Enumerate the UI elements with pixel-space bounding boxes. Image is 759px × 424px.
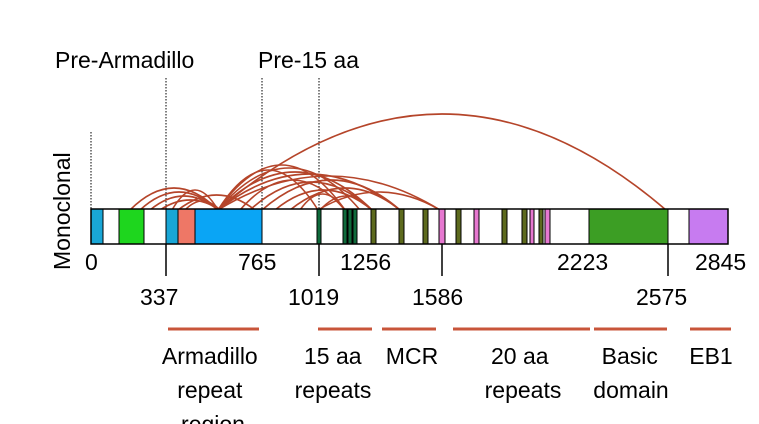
arc-8: [217, 164, 346, 211]
guide-lines: [90, 78, 320, 210]
arc-6: [184, 200, 221, 211]
arc-7: [217, 169, 319, 211]
domain-label-15aa: 15 aa repeats: [295, 343, 372, 403]
seg-pink-1: [438, 208, 446, 245]
seg-armadillo-blue: [194, 208, 263, 245]
seg-pink-3: [529, 208, 535, 245]
20aa-line-1: 20 aa: [491, 343, 549, 369]
seg-olive-1: [370, 208, 377, 245]
15aa-line-2: repeats: [295, 377, 372, 403]
arc-14: [261, 179, 401, 211]
pre-15aa-label: Pre-15 aa: [258, 47, 359, 73]
seg-15aa-3: [347, 208, 353, 245]
position-2575: 2575: [636, 284, 687, 310]
domain-label-armadillo: Armadillo repeat region: [162, 343, 264, 424]
arc-4: [171, 189, 219, 211]
position-1019: 1019: [288, 284, 339, 310]
seg-olive-6: [521, 208, 528, 245]
seg-bright-green: [118, 208, 145, 245]
domain-label-basic: Basic domain: [593, 343, 668, 403]
eb1-line-1: EB1: [689, 343, 732, 369]
seg-olive-2: [398, 208, 405, 245]
basic-line-2: domain: [593, 377, 668, 403]
seg-pink-4: [544, 208, 551, 245]
position-0: 0: [85, 249, 98, 275]
domain-label-eb1: EB1: [689, 343, 732, 369]
position-2845: 2845: [695, 249, 746, 275]
position-337: 337: [140, 284, 178, 310]
seg-salmon: [177, 208, 196, 245]
seg-olive-5: [501, 208, 508, 245]
position-1586: 1586: [412, 284, 463, 310]
seg-eb1-purple: [688, 208, 729, 245]
seg-cyan-n: [90, 208, 104, 245]
mcr-line-1: MCR: [386, 343, 438, 369]
basic-line-1: Basic: [602, 343, 658, 369]
seg-15aa-2: [342, 208, 348, 245]
armadillo-line-1: Armadillo: [162, 343, 258, 369]
arc-5: [177, 194, 256, 211]
monoclonal-label: Monoclonal: [49, 152, 75, 270]
arc-16: [289, 187, 401, 211]
arc-20: [317, 191, 441, 211]
seg-15aa-1: [316, 208, 322, 245]
interaction-arcs: [129, 113, 667, 211]
armadillo-line-3: region: [181, 411, 245, 424]
armadillo-line-2: repeat: [177, 377, 243, 403]
position-ticks: [165, 244, 669, 276]
protein-bar-outline: [90, 208, 729, 245]
arc-15: [274, 189, 373, 211]
seg-basic-green: [588, 208, 669, 245]
protein-bar: [90, 208, 729, 245]
domain-label-20aa: 20 aa repeats: [485, 343, 562, 403]
20aa-line-2: repeats: [485, 377, 562, 403]
seg-olive-4: [455, 208, 462, 245]
seg-olive-7: [538, 208, 544, 245]
domain-label-mcr: MCR: [386, 343, 438, 369]
arc-3: [159, 199, 221, 211]
position-2223: 2223: [557, 249, 608, 275]
arc-17: [299, 193, 346, 211]
position-1256: 1256: [340, 249, 391, 275]
15aa-line-1: 15 aa: [304, 343, 362, 369]
seg-olive-3: [422, 208, 429, 245]
arc-21: [217, 113, 667, 211]
position-765: 765: [238, 249, 276, 275]
seg-cyan-337: [165, 208, 179, 245]
seg-pink-2: [473, 208, 480, 245]
seg-15aa-4: [352, 208, 358, 245]
pre-armadillo-label: Pre-Armadillo: [55, 47, 194, 73]
arc-19: [217, 175, 441, 211]
